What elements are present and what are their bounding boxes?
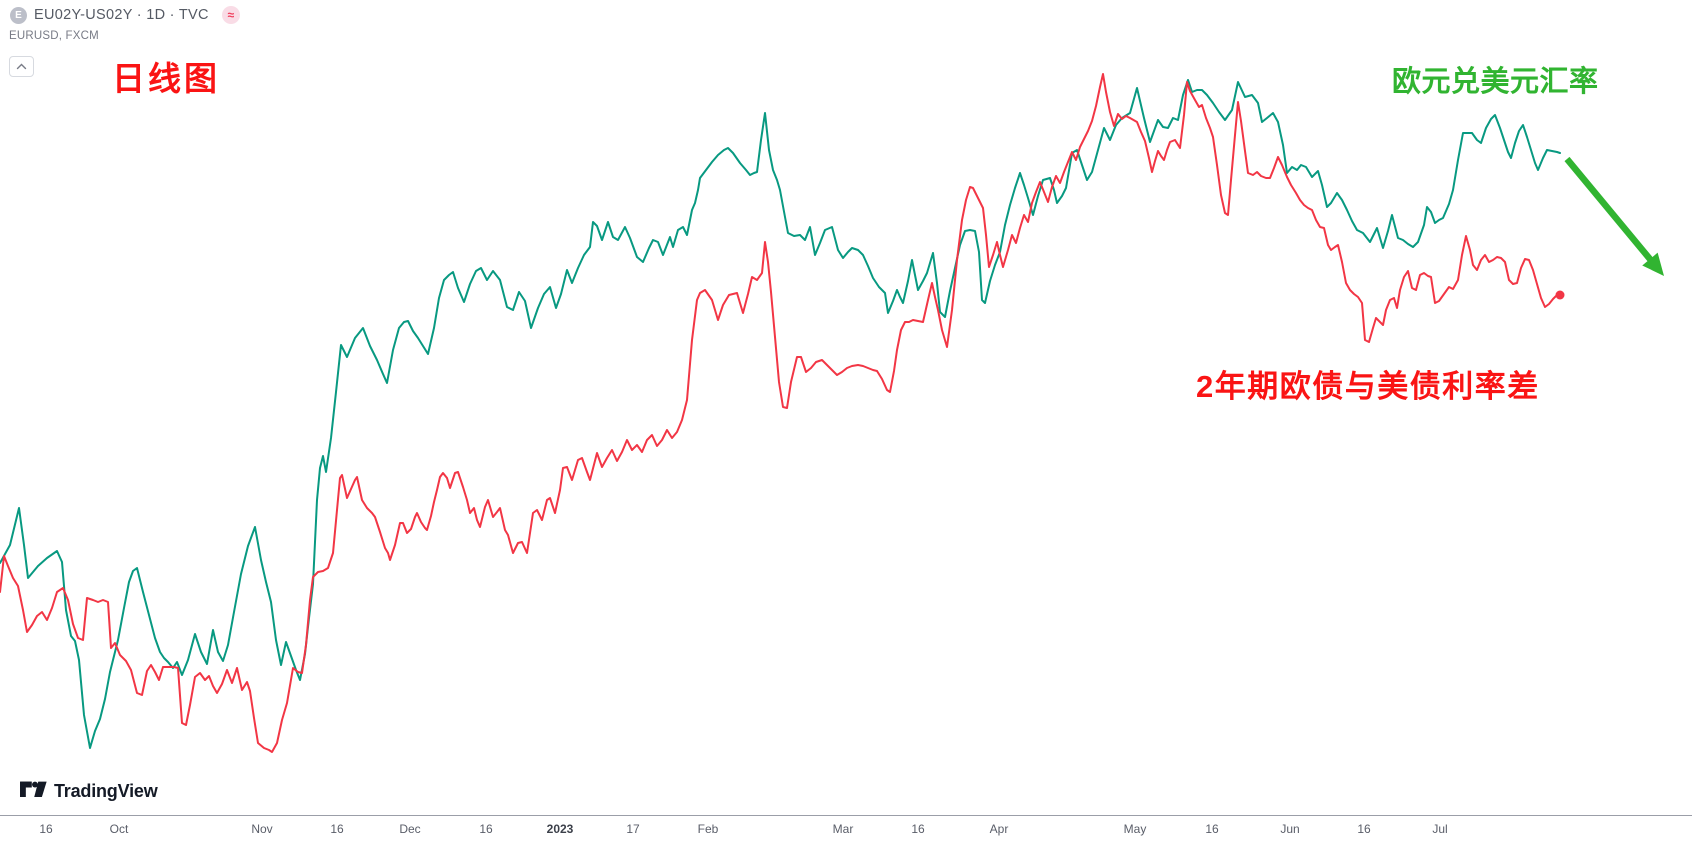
axis-tick-label: 2023 (546, 822, 574, 836)
axis-tick-label: Dec (399, 822, 421, 836)
axis-tick-label: Jun (1280, 822, 1300, 836)
axis-tick-label: Mar (832, 822, 854, 836)
annotation-spread-label[interactable]: 2年期欧债与美债利率差 (1196, 369, 1540, 404)
series-line-eurusd[interactable] (0, 79, 1561, 749)
time-axis[interactable]: 16 Oct Nov 16 Dec 16 2023 17 Feb Mar 16 Apr May 16 Jun… (0, 815, 1692, 843)
compare-symbol-subtitle[interactable]: EURUSD, FXCM (9, 30, 99, 42)
axis-tick-label: Jul (1432, 822, 1448, 836)
annotation-daily-chart[interactable]: 日线图 (112, 60, 220, 97)
axis-tick-label: Feb (697, 822, 719, 836)
series-line-spread[interactable] (0, 73, 1561, 753)
price-chart-canvas[interactable] (0, 0, 1692, 815)
axis-tick-label: May (1123, 822, 1147, 836)
axis-tick-label: Apr (989, 822, 1009, 836)
axis-tick-label: 17 (626, 822, 640, 836)
axis-tick-label: 16 (1357, 822, 1371, 836)
axis-tick-label: Oct (109, 822, 129, 836)
chevron-up-icon (16, 63, 27, 70)
symbol-title[interactable]: EU02Y-US02Y · 1D · TVC (34, 7, 209, 23)
series-end-dot (1555, 290, 1565, 300)
trend-arrow-head (1642, 252, 1664, 276)
axis-tick-label: 16 (1205, 822, 1219, 836)
collapse-legend-button[interactable] (9, 56, 34, 77)
tradingview-logo-text: TradingView (54, 781, 158, 801)
symbol-header: E EU02Y-US02Y · 1D · TVC ≈ (10, 6, 240, 24)
tradingview-logo: TradingView (20, 781, 158, 802)
axis-tick-label: 16 (39, 822, 53, 836)
axis-tick-label: 16 (479, 822, 493, 836)
axis-tick-label: Nov (251, 822, 273, 836)
axis-tick-label: 16 (911, 822, 925, 836)
axis-tick-label: 16 (330, 822, 344, 836)
approx-value-icon: ≈ (221, 6, 240, 24)
annotation-eurusd-label[interactable]: 欧元兑美元汇率 (1392, 66, 1599, 98)
trend-arrow-line[interactable] (1564, 156, 1656, 265)
symbol-logo-badge: E (10, 6, 27, 24)
tradingview-logo-icon (20, 781, 47, 797)
